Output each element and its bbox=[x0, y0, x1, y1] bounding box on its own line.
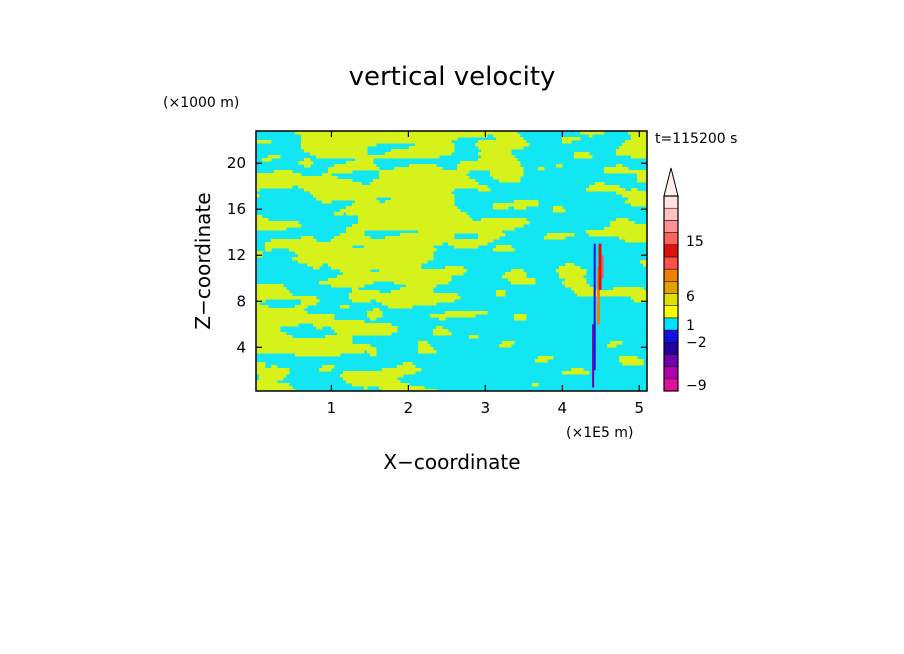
colorbar-label: 1 bbox=[686, 318, 695, 334]
x-axis-ticks: 1 2 3 4 5 bbox=[327, 131, 644, 417]
y-axis-ticks: 4 8 12 16 20 bbox=[227, 154, 647, 356]
y-axis-label: Z−coordinate bbox=[191, 192, 215, 329]
updraft-streak bbox=[592, 324, 595, 388]
colorbar-segment bbox=[663, 378, 679, 392]
colorbar-segment bbox=[663, 354, 679, 367]
x-tick-label: 5 bbox=[635, 399, 645, 417]
colorbar-segment bbox=[663, 366, 679, 380]
x-unit-label: (×1E5 m) bbox=[566, 425, 633, 441]
colorbar-segment bbox=[663, 305, 679, 319]
colorbar-segment bbox=[663, 195, 679, 209]
chart-title: vertical velocity bbox=[349, 62, 556, 92]
x-tick-label: 2 bbox=[404, 399, 414, 417]
colorbar-segment bbox=[663, 207, 679, 221]
x-tick-label: 4 bbox=[558, 399, 568, 417]
plot-frame bbox=[255, 130, 648, 392]
colorbar-segment bbox=[663, 232, 679, 245]
heatmap-field bbox=[256, 131, 647, 391]
colorbar-segment bbox=[663, 342, 679, 355]
y-tick-label: 4 bbox=[236, 338, 246, 356]
y-tick-label: 8 bbox=[236, 292, 246, 310]
y-tick-label: 16 bbox=[227, 200, 246, 218]
colorbar-segment bbox=[663, 268, 679, 282]
colorbar-label: 15 bbox=[686, 234, 704, 250]
x-tick-label: 1 bbox=[327, 399, 337, 417]
colorbar-label: −9 bbox=[686, 378, 707, 394]
colorbar-segment bbox=[663, 293, 679, 306]
colorbar-label: 6 bbox=[686, 289, 695, 305]
x-tick-label: 3 bbox=[481, 399, 491, 417]
updraft-streak bbox=[601, 255, 604, 279]
y-tick-label: 12 bbox=[227, 246, 246, 264]
colorbar-segment bbox=[663, 244, 679, 258]
updraft-streak bbox=[593, 243, 596, 371]
colorbar: 15 6 1−2 −9 bbox=[663, 167, 707, 394]
colorbar-segment bbox=[663, 256, 679, 270]
updraft-streak bbox=[598, 243, 602, 290]
x-axis-label: X−coordinate bbox=[383, 450, 520, 474]
colorbar-segment bbox=[663, 220, 679, 233]
colorbar-extension bbox=[663, 167, 679, 197]
colorbar-segment bbox=[663, 317, 679, 331]
colorbar-label: −2 bbox=[686, 335, 707, 351]
colorbar-segment bbox=[663, 281, 679, 294]
time-label: t=115200 s bbox=[655, 131, 737, 147]
colorbar-segment bbox=[663, 329, 679, 343]
y-unit-label: (×1000 m) bbox=[163, 95, 239, 111]
y-tick-label: 20 bbox=[227, 154, 246, 172]
updraft-streak bbox=[597, 266, 601, 325]
